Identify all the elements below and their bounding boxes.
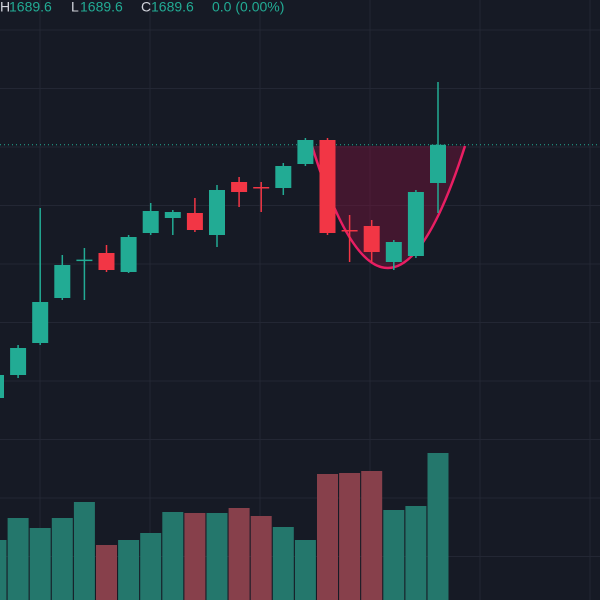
candle-body (231, 182, 248, 192)
volume-bar (427, 453, 449, 600)
volume-bar (405, 506, 427, 600)
volume-bar (51, 518, 73, 600)
candle-body (0, 375, 4, 398)
volume-bar (7, 518, 29, 600)
candle-body (253, 187, 270, 189)
candle-body (76, 259, 93, 262)
candle-body (209, 190, 225, 235)
volume-bar (228, 508, 250, 600)
candle-body (98, 253, 115, 270)
candle-body (186, 213, 203, 230)
header-change: 0.0 (0.00%) (212, 0, 284, 15)
volume-bar (339, 473, 361, 600)
volume-bar (206, 513, 228, 600)
volume-bar (250, 516, 272, 600)
volume-bar (29, 528, 51, 600)
marks (0, 82, 600, 600)
header-label: L (71, 0, 79, 15)
volume-bar (383, 510, 405, 600)
header-value: 1689.6 (9, 0, 52, 15)
candle-body (54, 265, 71, 298)
candle-body (385, 242, 402, 262)
candle-body (363, 226, 380, 252)
candle-body (319, 140, 336, 233)
candle-body (164, 212, 181, 218)
volume-bar (317, 474, 338, 600)
header-value: 1689.6 (151, 0, 194, 15)
candle-body (341, 230, 358, 232)
candle-body (407, 192, 424, 256)
candle-body (297, 140, 314, 164)
volume-bar (96, 545, 117, 600)
volume-bar (0, 540, 7, 600)
volume-bar (162, 512, 184, 600)
candle-body (10, 348, 27, 375)
header-value: 1689.6 (80, 0, 123, 15)
volume-bar (184, 513, 206, 600)
volume-bar (140, 533, 162, 600)
candle-body (275, 166, 292, 188)
volume-bar (361, 471, 383, 600)
candle-body (120, 237, 137, 272)
candle-body (430, 144, 446, 183)
volume-bar (73, 502, 95, 600)
header-label: H (0, 0, 10, 15)
candle-body (142, 211, 159, 233)
volume-bar (118, 540, 140, 600)
header-label: C (141, 0, 151, 15)
volume-bar (272, 527, 294, 600)
candle-body (32, 302, 49, 343)
volume-bar (294, 540, 316, 600)
